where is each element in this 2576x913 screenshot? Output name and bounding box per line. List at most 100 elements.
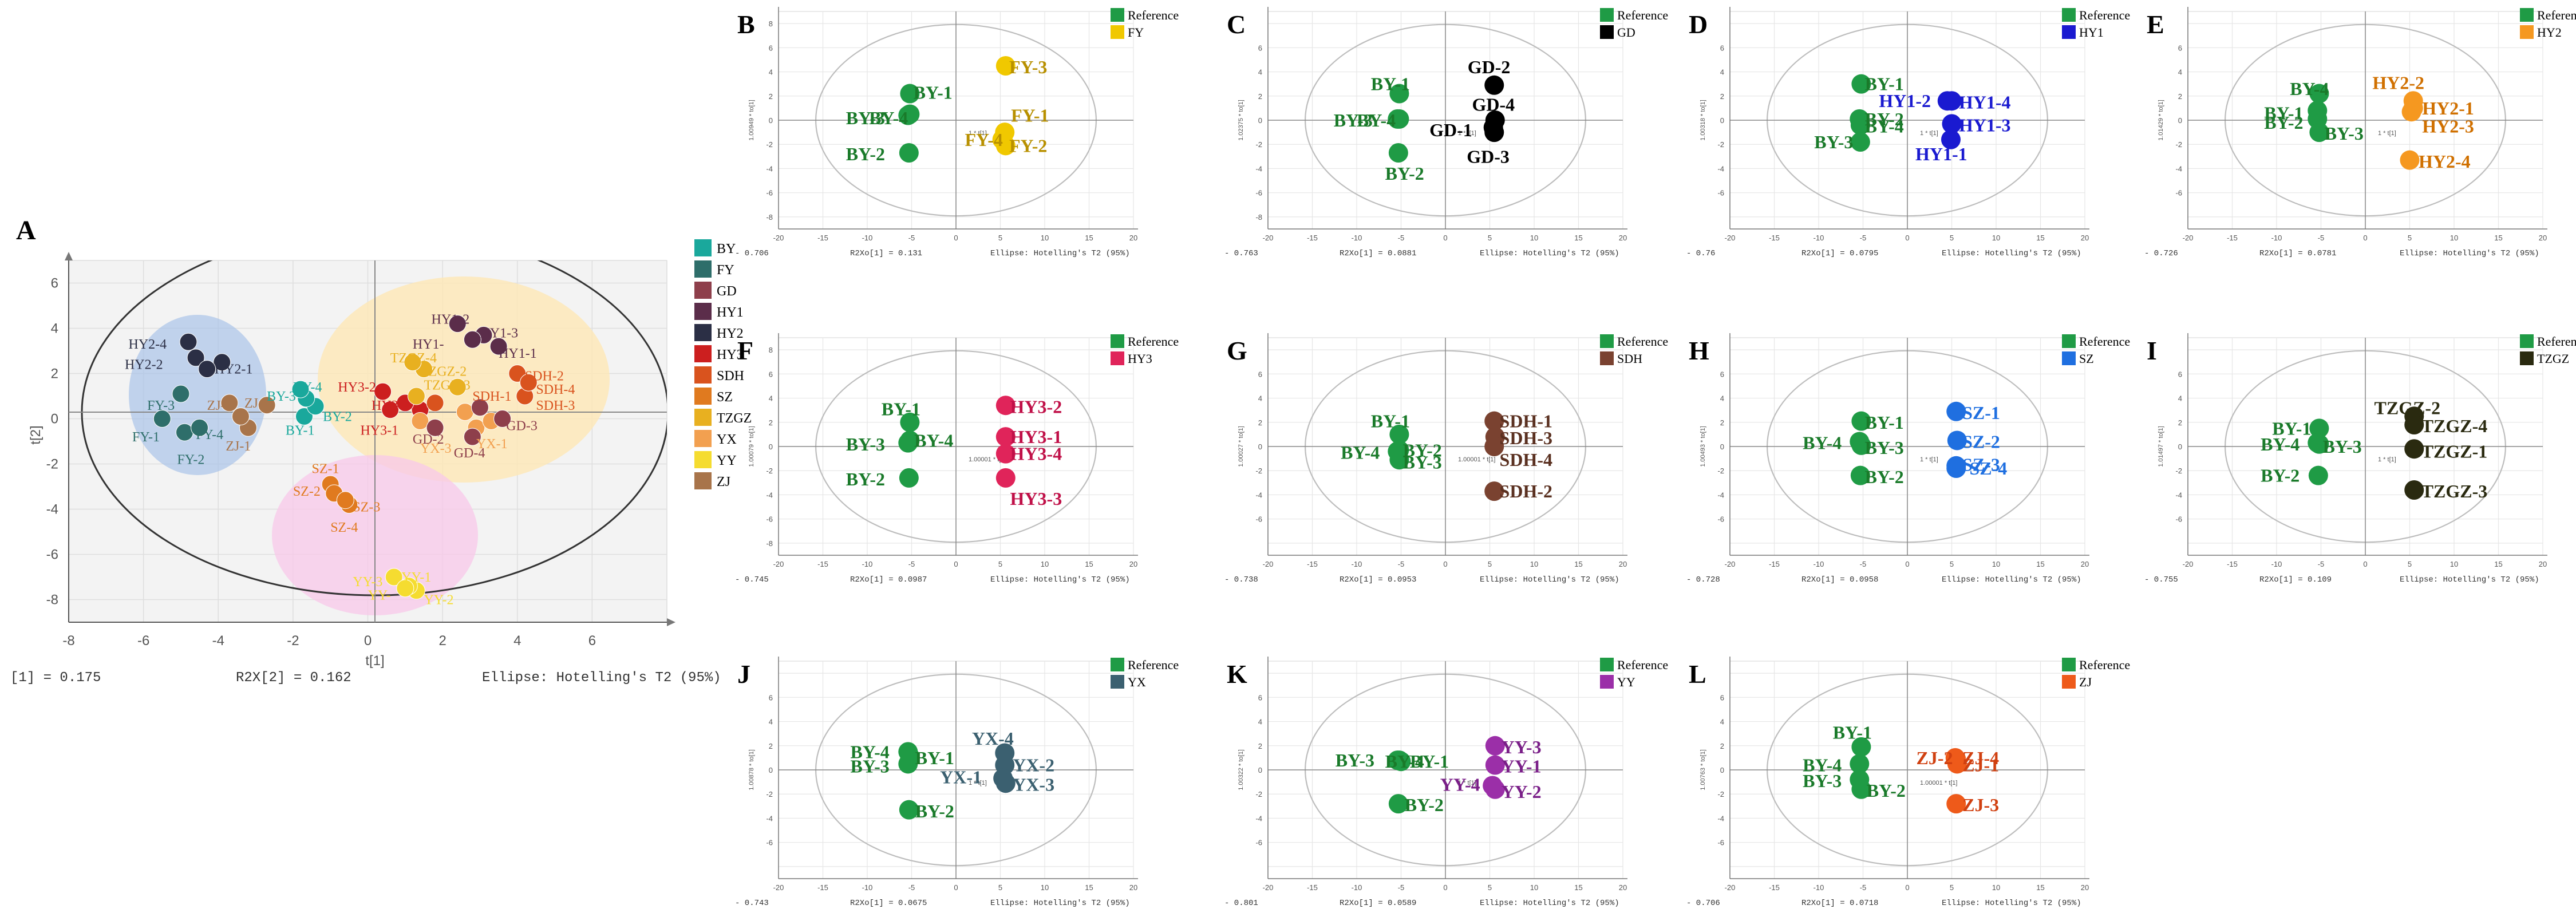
panel-a-y-tick: -8 <box>46 592 58 608</box>
panel-h-x-tick: 15 <box>2036 560 2044 568</box>
panel-i-y-tick: 6 <box>2178 370 2182 378</box>
panel-g-legend-label-reference: Reference <box>1617 334 1668 349</box>
panel-a-label-hy1-1: HY1-1 <box>499 346 537 361</box>
panel-l-x-tick: 5 <box>1950 883 1954 892</box>
panel-l-legend-label-zj: ZJ <box>2079 675 2092 689</box>
panel-b-letter: B <box>737 10 755 39</box>
panel-a-y-tick: 2 <box>51 366 58 382</box>
panel-b-label-by-1: BY-1 <box>914 82 953 102</box>
panel-d-y-tick: 6 <box>1720 44 1724 52</box>
panel-h-y-tick: 2 <box>1720 418 1724 427</box>
panel-k-y-label: 1.00322 * to[1] <box>1238 749 1244 791</box>
panel-f-label-by-3: BY-3 <box>846 434 885 454</box>
panel-b-footer-left: - 0.706 <box>735 249 769 258</box>
panel-d-label-by-4: BY-4 <box>1865 116 1904 137</box>
panel-a-point-tzgz-4 <box>404 353 422 371</box>
panel-a-label-hy3-2: HY3-2 <box>338 380 376 395</box>
panel-c-y-tick: 6 <box>1258 44 1262 52</box>
panel-h-y-tick: -2 <box>1717 467 1724 475</box>
panel-d-y-tick: -2 <box>1717 140 1724 149</box>
panel-h-x-tick: 20 <box>2081 560 2089 568</box>
panel-g-y-tick: -2 <box>1255 467 1262 475</box>
panel-l-y-tick: 6 <box>1720 693 1724 702</box>
panel-j-y-tick: 4 <box>769 718 773 726</box>
panel-f-label-by-4: BY-4 <box>914 430 953 450</box>
panel-g-y-tick: 2 <box>1258 418 1262 427</box>
panel-g-label-by-3: BY-3 <box>1403 452 1442 472</box>
panel-g-x-tick: 15 <box>1574 560 1582 568</box>
panel-e-label-by-4: BY-4 <box>2290 78 2329 99</box>
panel-b-label-by-2: BY-2 <box>846 144 885 164</box>
panel-d-label-by-1: BY-1 <box>1865 74 1904 94</box>
panel-g-point-sdh-2 <box>1484 481 1504 501</box>
panel-k-point-yy-1 <box>1485 755 1505 775</box>
panel-a-label-by-3: BY-3 <box>267 389 296 404</box>
panel-i-y-tick: -6 <box>2175 515 2182 524</box>
panel-g-point-by-1 <box>1389 424 1409 444</box>
panel-a-point-hy2-1 <box>213 353 231 371</box>
panel-a-point-gd-1 <box>471 398 489 417</box>
panel-j-label-by-3: BY-3 <box>851 756 890 777</box>
panel-l-y-tick: -6 <box>1717 839 1724 847</box>
panel-a-label-sz-4: SZ-4 <box>330 520 358 535</box>
panel-l-y-tick: -4 <box>1717 814 1724 823</box>
panel-j-label-yx-3: YX-3 <box>1013 774 1054 795</box>
panel-e-label-by-2: BY-2 <box>2264 112 2303 133</box>
panel-c-letter: C <box>1227 10 1246 39</box>
panel-a-label-by-2: BY-2 <box>323 410 352 425</box>
panel-j-legend-swatch-yx <box>1111 675 1124 689</box>
panel-a-legend-swatch-by <box>694 239 712 256</box>
panel-b-x-tick: -20 <box>773 234 784 242</box>
panel-l-point-by-4 <box>1850 754 1870 774</box>
panel-e-x-tick: 5 <box>2408 234 2412 242</box>
panel-h-legend-label-sz: SZ <box>2079 351 2094 366</box>
panel-d-label-hy1-4: HY1-4 <box>1959 92 2011 112</box>
panel-j-label-by-1: BY-1 <box>915 748 954 768</box>
panel-e-y-tick: 4 <box>2178 68 2182 77</box>
panel-a-point-sdh-4 <box>519 373 538 392</box>
panel-h-legend-swatch-sz <box>2062 351 2076 365</box>
panel-a-legend: BY FY GD HY1 HY2 HY3 SDH SZ TZGZ YX YY ZJ <box>694 239 752 489</box>
panel-k-legend-swatch-reference <box>1600 658 1614 671</box>
panel-b-y-tick: 8 <box>769 19 773 28</box>
panel-h-y-tick: 6 <box>1720 370 1724 378</box>
panel-j-x-tick: 10 <box>1041 883 1049 892</box>
panel-i-footer-mid: R2Xo[1] = 0.109 <box>2259 575 2332 584</box>
panel-a-point-sz-4 <box>336 491 354 509</box>
panel-b-x-tick: -10 <box>862 234 873 242</box>
panel-b-label-fy-1: FY-1 <box>1011 105 1049 126</box>
panel-a-label-sz-1: SZ-1 <box>312 461 339 476</box>
panel-e-footer-left: - 0.726 <box>2144 249 2178 258</box>
panel-a-footer-left: [1] = 0.175 <box>10 670 101 686</box>
panel-f-point-by-1 <box>900 412 920 432</box>
panel-k-point-yy-3 <box>1485 736 1505 756</box>
panel-f-label-hy3-3: HY3-3 <box>1010 488 1062 509</box>
panel-f-x-tick: 0 <box>954 560 958 568</box>
panel-d-legend-label-hy1: HY1 <box>2079 25 2104 39</box>
panel-d-x-tick: -15 <box>1769 234 1780 242</box>
panel-a-point-fy-2 <box>175 423 193 441</box>
panel-i-label-by-3: BY-3 <box>2323 436 2362 457</box>
panel-f-y-tick: -4 <box>766 491 773 499</box>
panel-a-point-fy-1 <box>153 410 171 428</box>
panel-a-point-hy2-2 <box>187 349 205 367</box>
panel-c-label-by-1: BY-1 <box>1371 74 1410 94</box>
panel-g-y-label: 1.00027 * to[1] <box>1238 426 1244 467</box>
panel-a-yellow-cluster <box>318 276 610 483</box>
panel-i-x-tick: -20 <box>2183 560 2194 568</box>
panel-d-point-hy1-4 <box>1942 91 1962 111</box>
panel-i-x-tick: 5 <box>2408 560 2412 568</box>
panel-a-point-fy-4 <box>191 418 209 437</box>
panel-a-label-hy2-2: HY2-2 <box>125 358 163 373</box>
panel-a-legend-label-hy3: HY3 <box>717 347 744 362</box>
panel-l-y-tick: 0 <box>1720 766 1724 774</box>
panel-k-x-label: 1 * t[1] <box>1458 780 1476 786</box>
panel-a-x-tick: 4 <box>513 633 521 649</box>
panel-e-footer-right: Ellipse: Hotelling's T2 (95%) <box>2400 249 2539 258</box>
panel-j-y-tick: -2 <box>766 790 773 799</box>
panel-d-y-tick: 4 <box>1720 68 1724 77</box>
panel-a-label-tzgz-2: TZGZ-2 <box>420 365 467 380</box>
panel-k-point-by-4 <box>1391 752 1411 772</box>
